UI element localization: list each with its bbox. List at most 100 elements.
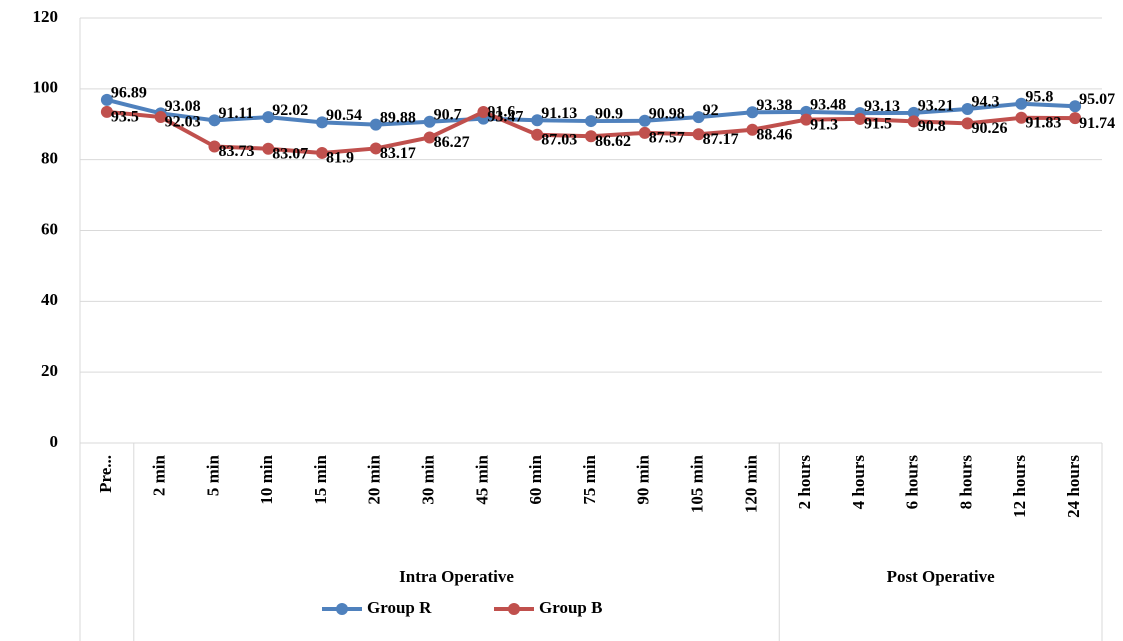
data-point <box>1069 112 1082 125</box>
data-point <box>853 112 866 125</box>
x-tick-label: 15 min <box>311 454 330 504</box>
data-label: 83.07 <box>272 145 308 162</box>
data-point <box>692 111 705 124</box>
data-label: 86.27 <box>434 134 470 151</box>
x-tick-label: 75 min <box>580 454 599 504</box>
x-tick-label: 10 min <box>257 454 276 504</box>
x-tick-label: 8 hours <box>956 455 975 510</box>
data-label: 96.89 <box>111 85 147 102</box>
x-tick-label: 120 min <box>741 454 760 513</box>
data-label: 90.7 <box>434 106 462 123</box>
y-tick-label: 40 <box>41 290 58 309</box>
data-point <box>369 118 382 131</box>
data-point <box>100 105 113 118</box>
data-point <box>100 93 113 106</box>
data-point <box>746 123 759 136</box>
data-label: 93.21 <box>918 98 954 115</box>
data-point <box>262 111 275 124</box>
data-point <box>585 130 597 143</box>
x-tick-label: 60 min <box>526 454 545 504</box>
data-label: 93.08 <box>165 98 201 115</box>
data-point <box>638 126 651 139</box>
data-label: 87.57 <box>649 130 685 147</box>
data-label: 91.13 <box>541 105 577 122</box>
data-point <box>531 128 544 141</box>
data-label: 95.07 <box>1079 91 1115 108</box>
data-point <box>800 113 813 126</box>
x-tick-label: 24 hours <box>1064 455 1083 518</box>
data-point <box>423 115 436 128</box>
data-point <box>1015 97 1028 110</box>
data-point <box>316 116 329 129</box>
x-tick-label: 5 min <box>203 454 222 496</box>
y-tick-label: 60 <box>41 219 58 238</box>
data-point <box>1015 111 1028 124</box>
data-point <box>1069 100 1082 113</box>
data-label: 94.3 <box>972 94 1000 111</box>
x-tick-label: Pre... <box>96 455 115 493</box>
x-tick-label: 2 hours <box>795 455 814 510</box>
data-label: 87.03 <box>541 131 577 148</box>
y-tick-label: 100 <box>33 78 59 97</box>
y-tick-label: 80 <box>41 149 58 168</box>
x-tick-label: 30 min <box>419 454 438 504</box>
data-label: 81.9 <box>326 150 354 167</box>
data-label: 93.38 <box>756 97 792 114</box>
data-label: 93.47 <box>487 109 523 126</box>
data-label: 95.8 <box>1025 88 1053 105</box>
data-label: 90.8 <box>918 118 946 135</box>
data-point <box>638 114 651 127</box>
data-label: 93.48 <box>810 97 846 114</box>
data-label: 89.88 <box>380 109 416 126</box>
data-point <box>585 115 597 128</box>
data-label: 93.5 <box>111 109 139 126</box>
x-tick-label: 12 hours <box>1010 455 1029 518</box>
data-point <box>961 117 974 130</box>
data-point <box>208 140 221 153</box>
x-tick-label: 6 hours <box>903 455 922 510</box>
legend-marker <box>508 603 520 615</box>
data-label: 90.26 <box>972 120 1008 137</box>
x-tick-label: 105 min <box>687 454 706 513</box>
x-tick-label: 45 min <box>472 454 491 504</box>
data-label: 92 <box>703 102 719 119</box>
y-tick-label: 120 <box>33 7 59 26</box>
data-label: 87.17 <box>703 131 739 148</box>
data-point <box>369 142 382 155</box>
group-label: Intra Operative <box>399 567 514 586</box>
data-label: 90.98 <box>649 105 685 122</box>
data-label: 90.9 <box>595 106 623 123</box>
data-label: 83.17 <box>380 145 416 162</box>
legend-label: Group B <box>539 598 602 617</box>
data-label: 86.62 <box>595 133 631 150</box>
legend-label: Group R <box>367 598 432 617</box>
data-point <box>477 105 490 118</box>
data-point <box>208 114 221 127</box>
group-label: Post Operative <box>887 567 996 586</box>
data-label: 90.54 <box>326 107 362 124</box>
data-label: 83.73 <box>218 143 254 160</box>
legend-marker <box>336 603 348 615</box>
x-tick-label: 90 min <box>634 454 653 504</box>
data-point <box>692 128 705 141</box>
data-point <box>262 142 275 155</box>
x-tick-label: 4 hours <box>849 455 868 510</box>
x-tick-label: 20 min <box>365 454 384 504</box>
data-point <box>316 146 329 159</box>
data-label: 91.11 <box>218 105 253 122</box>
data-label: 91.3 <box>810 116 838 133</box>
data-label: 88.46 <box>756 126 792 143</box>
y-tick-label: 0 <box>50 432 59 451</box>
data-label: 91.83 <box>1025 114 1061 131</box>
data-label: 91.74 <box>1079 115 1115 132</box>
x-tick-label: 2 min <box>150 454 169 496</box>
y-tick-label: 20 <box>41 361 58 380</box>
data-label: 93.13 <box>864 98 900 115</box>
data-point <box>531 114 544 127</box>
data-point <box>154 111 167 124</box>
data-point <box>423 131 436 144</box>
data-point <box>907 106 920 119</box>
data-point <box>907 115 920 128</box>
data-label: 91.5 <box>864 116 892 133</box>
